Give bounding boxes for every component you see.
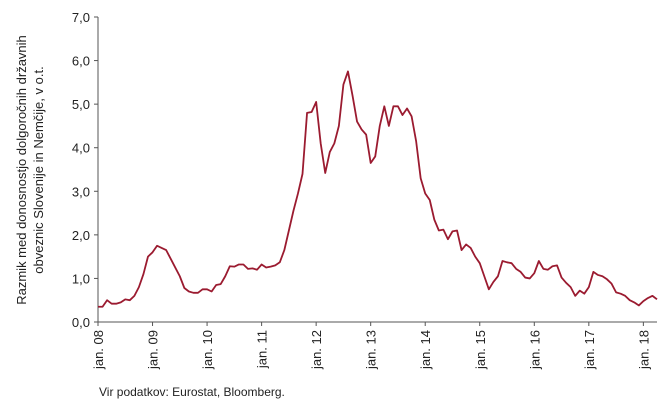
x-tick-label: jan. 11 (255, 330, 270, 369)
x-tick-label: jan. 15 (473, 330, 488, 370)
x-tick-label: jan. 17 (582, 330, 597, 370)
y-tick-label: 1,0 (72, 271, 90, 286)
y-tick-label: 0,0 (72, 315, 90, 330)
x-tick-label: jan. 16 (527, 330, 542, 370)
x-tick-label: jan. 08 (91, 330, 106, 370)
x-tick-label: jan. 09 (146, 330, 161, 370)
line-series (98, 70, 658, 308)
x-tick-label: jan. 12 (309, 330, 324, 370)
x-tick-label: jan. 13 (364, 330, 379, 370)
y-tick-label: 2,0 (72, 228, 90, 243)
x-tick-label: jan. 18 (636, 330, 651, 370)
source-note: Vir podatkov: Eurostat, Bloomberg. (99, 385, 285, 399)
y-tick-label: 3,0 (72, 184, 90, 199)
y-axis-label: Razmik med donosnostjo dolgoročnih držav… (14, 35, 29, 305)
x-tick-label: jan. 14 (418, 330, 433, 370)
y-tick-label: 7,0 (72, 10, 90, 25)
y-tick-label: 4,0 (72, 141, 90, 156)
y-tick-label: 5,0 (72, 97, 90, 112)
y-tick-label: 6,0 (72, 54, 90, 69)
y-axis-label: obveznic Slovenije in Nemčije, v o.t. (31, 66, 46, 273)
x-tick-label: jan. 10 (200, 330, 215, 370)
